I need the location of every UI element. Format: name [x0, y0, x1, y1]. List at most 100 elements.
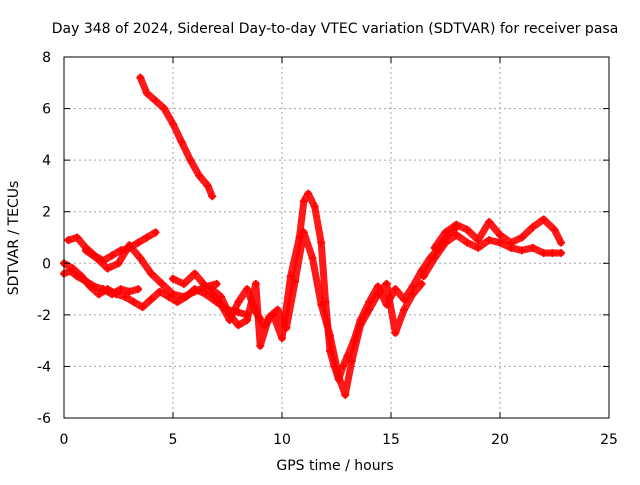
data-point-marker [179, 279, 188, 288]
data-point-marker [169, 120, 177, 129]
data-point-marker [264, 313, 273, 322]
x-axis-label: GPS time / hours [276, 458, 393, 474]
data-point-marker [203, 181, 212, 190]
data-point-marker [169, 290, 177, 299]
data-point-marker [347, 357, 356, 366]
y-tick-label: 4 [42, 153, 51, 169]
data-point-marker [73, 233, 82, 242]
data-point-marker [190, 269, 199, 278]
series-track-g [208, 228, 425, 399]
data-point-marker [539, 248, 548, 257]
data-point-marker [282, 323, 291, 332]
data-point-marker [186, 156, 195, 165]
data-point-marker [474, 243, 483, 252]
data-point-marker [463, 225, 472, 234]
data-point-marker [391, 328, 400, 337]
data-point-marker [278, 334, 286, 343]
data-point-marker [291, 277, 300, 286]
data-point-marker [441, 238, 450, 247]
data-point-marker [208, 192, 217, 201]
data-point-marker [138, 303, 147, 312]
data-point-marker [334, 372, 343, 381]
data-point-marker [317, 238, 326, 247]
data-point-marker [251, 279, 260, 288]
data-point-marker [430, 243, 439, 252]
data-point-marker [299, 228, 308, 237]
data-point-marker [136, 254, 145, 263]
data-series [60, 73, 566, 399]
data-point-marker [243, 316, 252, 325]
data-point-marker [517, 233, 526, 242]
y-axis-label: SDTVAR / TECUs [6, 181, 22, 296]
data-point-marker [485, 236, 494, 245]
data-point-marker [304, 189, 313, 198]
data-point-marker [485, 218, 494, 227]
data-point-marker [177, 138, 186, 147]
data-point-marker [147, 269, 156, 278]
data-point-marker [103, 264, 112, 273]
data-point-marker [528, 243, 537, 252]
data-point-marker [356, 321, 365, 330]
data-point-marker [463, 238, 472, 247]
data-point-marker [234, 321, 243, 330]
data-point-marker [81, 246, 90, 255]
data-point-marker [528, 223, 537, 232]
data-point-marker [116, 285, 125, 294]
data-point-marker [452, 220, 461, 229]
x-tick-label: 10 [273, 432, 291, 448]
data-point-marker [92, 254, 101, 263]
data-point-marker [496, 238, 504, 247]
data-point-marker [94, 290, 103, 299]
data-point-marker [452, 230, 461, 239]
plot-frame [63, 56, 610, 419]
data-point-marker [129, 297, 138, 306]
data-point-marker [299, 197, 308, 206]
data-point-marker [190, 287, 199, 296]
chart-title: Day 348 of 2024, Sidereal Day-to-day VTE… [52, 21, 619, 37]
data-point-marker [474, 236, 483, 245]
data-point-marker [391, 285, 400, 294]
data-point-marker [373, 290, 382, 299]
data-point-marker [273, 305, 282, 314]
data-point-marker [310, 202, 319, 211]
data-point-marker [234, 297, 243, 306]
data-point-marker [179, 292, 188, 301]
data-point-marker [341, 390, 350, 399]
data-point-marker [208, 285, 217, 294]
data-point-marker [134, 285, 143, 294]
data-point-marker [142, 233, 151, 242]
data-point-marker [506, 238, 515, 247]
data-point-marker [382, 279, 391, 288]
data-point-marker [151, 228, 160, 237]
data-point-marker [256, 341, 265, 350]
data-point-marker [441, 228, 450, 237]
y-tick-label: -2 [37, 308, 51, 324]
data-point-marker [539, 215, 548, 224]
data-point-marker [548, 248, 557, 257]
data-point-marker [136, 73, 145, 82]
data-point-marker [225, 310, 234, 319]
data-point-marker [400, 305, 409, 314]
data-point-marker [158, 279, 167, 288]
data-point-marker [160, 104, 169, 113]
data-point-marker [64, 236, 73, 245]
series-track-h [420, 231, 565, 280]
data-point-marker [212, 279, 221, 288]
data-point-marker [365, 305, 374, 314]
data-point-marker [496, 230, 504, 239]
data-point-marker [557, 248, 566, 257]
data-point-marker [417, 279, 426, 288]
data-point-marker [77, 272, 86, 281]
x-tick-label: 0 [60, 432, 69, 448]
data-point-marker [199, 279, 208, 288]
data-point-marker [243, 285, 252, 294]
data-point-marker [173, 297, 182, 306]
data-point-marker [147, 295, 156, 304]
data-point-marker [550, 225, 559, 234]
y-tick-label: -6 [37, 411, 51, 427]
data-point-marker [121, 292, 130, 301]
data-point-marker [103, 285, 112, 294]
data-point-marker [151, 96, 160, 105]
